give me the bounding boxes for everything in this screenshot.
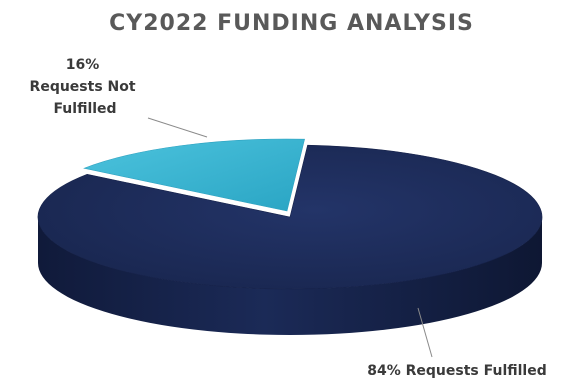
pie-slice-requests-fulfilled (37, 144, 543, 290)
label-not-fulfilled-line-1: 16% (66, 57, 100, 73)
label-not-fulfilled: 16% Requests Not Fulfilled (30, 57, 141, 117)
pie-group (37, 138, 543, 335)
label-not-fulfilled-line-3: Fulfilled (53, 101, 116, 117)
pie-slice-side-0-0 (38, 217, 542, 335)
leader-line-fulfilled (417, 307, 433, 358)
chart-title: CY2022 FUNDING ANALYSIS (109, 11, 474, 36)
leader-line-not-fulfilled (147, 117, 208, 138)
label-not-fulfilled-line-2: Requests Not (30, 79, 136, 95)
label-fulfilled: 84% Requests Fulfilled (367, 363, 547, 379)
pie-slice-requests-not-fulfilled (83, 138, 305, 212)
